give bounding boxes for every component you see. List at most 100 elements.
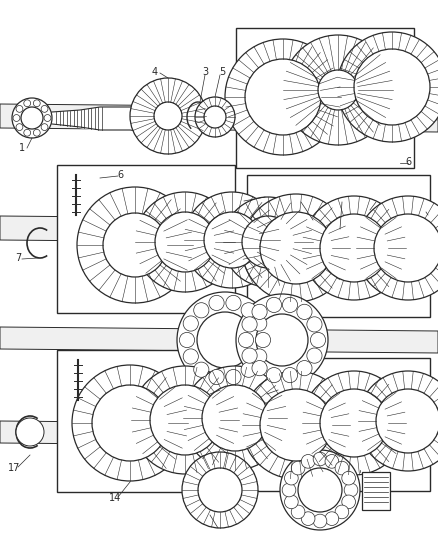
Circle shape xyxy=(283,297,297,312)
Polygon shape xyxy=(0,327,438,353)
Circle shape xyxy=(291,461,305,475)
Circle shape xyxy=(255,333,271,348)
Text: 6: 6 xyxy=(117,170,123,180)
Circle shape xyxy=(295,249,302,256)
Circle shape xyxy=(209,295,224,311)
Circle shape xyxy=(242,348,257,363)
Circle shape xyxy=(304,255,311,262)
Circle shape xyxy=(283,367,297,383)
Circle shape xyxy=(154,102,182,130)
Circle shape xyxy=(155,212,215,272)
Text: 15: 15 xyxy=(202,510,214,520)
Circle shape xyxy=(204,212,260,268)
Circle shape xyxy=(252,304,267,319)
Bar xyxy=(247,175,430,317)
Bar xyxy=(57,350,235,492)
Circle shape xyxy=(252,316,267,331)
Circle shape xyxy=(342,471,356,485)
Circle shape xyxy=(301,455,315,468)
Circle shape xyxy=(131,366,239,474)
Circle shape xyxy=(260,212,332,284)
Text: 9: 9 xyxy=(295,195,301,205)
Circle shape xyxy=(194,303,209,318)
Circle shape xyxy=(183,366,287,470)
Circle shape xyxy=(242,194,350,302)
Circle shape xyxy=(204,106,226,128)
Circle shape xyxy=(242,317,257,332)
Bar xyxy=(362,472,390,510)
Circle shape xyxy=(285,495,298,508)
Circle shape xyxy=(313,514,327,528)
Circle shape xyxy=(298,468,342,512)
Circle shape xyxy=(198,468,242,512)
Circle shape xyxy=(320,389,388,457)
Circle shape xyxy=(291,220,335,264)
Circle shape xyxy=(282,483,296,497)
Circle shape xyxy=(184,192,280,288)
Circle shape xyxy=(266,297,282,312)
Circle shape xyxy=(297,304,312,319)
Polygon shape xyxy=(0,216,438,244)
Text: 14: 14 xyxy=(422,205,434,215)
Circle shape xyxy=(256,314,308,366)
Circle shape xyxy=(245,59,321,135)
Circle shape xyxy=(183,316,198,331)
Circle shape xyxy=(150,385,220,455)
Text: 3: 3 xyxy=(202,67,208,77)
Circle shape xyxy=(374,214,438,282)
Circle shape xyxy=(135,192,235,292)
Circle shape xyxy=(304,222,311,229)
Text: 7: 7 xyxy=(15,253,21,263)
Circle shape xyxy=(300,229,326,255)
Circle shape xyxy=(318,70,358,110)
Circle shape xyxy=(358,371,438,471)
Circle shape xyxy=(194,362,209,377)
Circle shape xyxy=(183,349,198,364)
Bar xyxy=(247,358,430,491)
Circle shape xyxy=(307,317,322,332)
Circle shape xyxy=(320,214,388,282)
Circle shape xyxy=(41,124,48,131)
Bar xyxy=(57,165,235,313)
Circle shape xyxy=(340,210,396,266)
Circle shape xyxy=(242,216,294,268)
Circle shape xyxy=(337,32,438,142)
Circle shape xyxy=(226,295,241,311)
Circle shape xyxy=(103,213,167,277)
Circle shape xyxy=(301,512,315,526)
Circle shape xyxy=(16,106,23,112)
Text: 14: 14 xyxy=(109,493,121,503)
Circle shape xyxy=(177,292,273,388)
Circle shape xyxy=(24,130,31,136)
Circle shape xyxy=(356,196,438,300)
Circle shape xyxy=(342,495,356,508)
Circle shape xyxy=(325,512,339,526)
Text: 8: 8 xyxy=(237,195,243,205)
Circle shape xyxy=(44,115,51,122)
Circle shape xyxy=(226,369,241,385)
Circle shape xyxy=(295,228,302,235)
Text: 12: 12 xyxy=(202,390,214,400)
Circle shape xyxy=(324,228,331,235)
Text: 1: 1 xyxy=(19,143,25,153)
Circle shape xyxy=(315,222,322,229)
Circle shape xyxy=(327,239,334,245)
Circle shape xyxy=(252,349,267,364)
Circle shape xyxy=(325,455,339,468)
Circle shape xyxy=(72,365,188,481)
Circle shape xyxy=(292,239,299,245)
Circle shape xyxy=(238,333,254,348)
Text: 13: 13 xyxy=(259,390,271,400)
Text: 10: 10 xyxy=(334,195,346,205)
Text: 16: 16 xyxy=(352,463,364,473)
Circle shape xyxy=(313,452,327,466)
Circle shape xyxy=(225,39,341,155)
Circle shape xyxy=(252,360,267,376)
Circle shape xyxy=(311,333,325,348)
Circle shape xyxy=(195,97,235,137)
Circle shape xyxy=(335,461,349,475)
Text: 5: 5 xyxy=(219,67,225,77)
Circle shape xyxy=(285,471,298,485)
Circle shape xyxy=(266,367,282,383)
Circle shape xyxy=(16,418,44,446)
